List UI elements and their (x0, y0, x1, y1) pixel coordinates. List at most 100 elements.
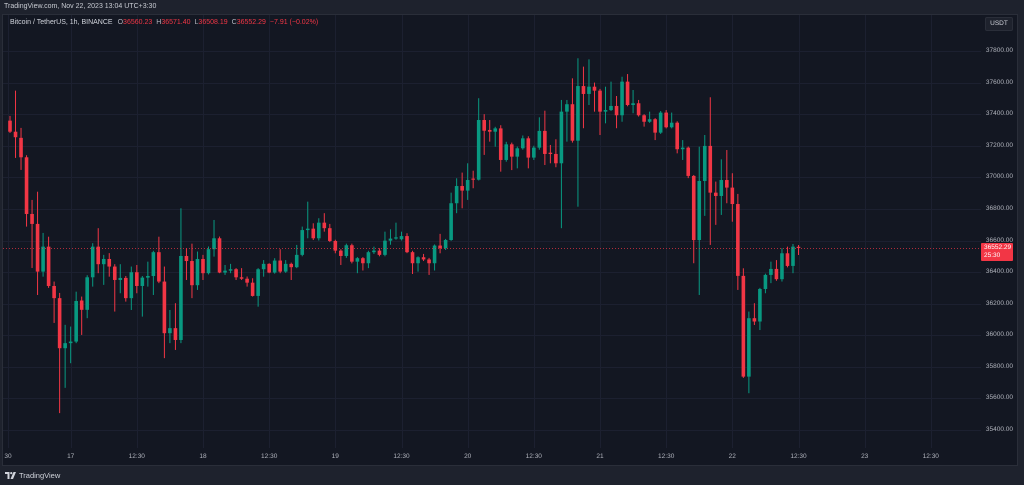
time-scale-label: 12:30 (128, 453, 145, 460)
price-scale-label: 35400.00 (985, 426, 1013, 433)
candle-wick (147, 261, 149, 287)
candle-body (79, 300, 84, 310)
candle-body (554, 153, 558, 164)
time-scale-label: 18 (199, 453, 207, 460)
candle-up (532, 145, 536, 160)
snapshot-header: TradingView.com, Nov 22, 2023 13:04 UTC+… (4, 3, 157, 10)
candle-down (96, 228, 101, 274)
candle-up (388, 229, 393, 245)
candle-wick (566, 99, 568, 142)
candle-body (642, 115, 646, 122)
candle-wick (439, 233, 441, 254)
price-scale[interactable]: 37800.00 37600.00 37400.00 37200.00 37000.00… (981, 14, 1017, 448)
low-value: 36508.19 (198, 19, 228, 26)
candle-body (725, 180, 729, 188)
candle-wick (516, 146, 518, 169)
time-scale-label: 12:30 (261, 453, 278, 460)
candle-up (206, 246, 211, 275)
candle-body (223, 270, 227, 273)
candle-body (74, 300, 78, 342)
candle-down (625, 74, 630, 107)
candle-body (570, 104, 575, 141)
symbol-title[interactable]: Bitcoin / TetherUS, 1h, BINANCE (10, 19, 113, 26)
candle-up (151, 250, 156, 295)
candle-body (565, 104, 569, 112)
candle-body (537, 130, 542, 148)
candle-body (206, 249, 211, 274)
chart-pane[interactable] (2, 14, 1018, 466)
currency-button[interactable]: USDT (985, 17, 1013, 31)
candle-wick (726, 150, 728, 204)
candle-up (476, 98, 481, 181)
candle-body (123, 277, 128, 299)
time-scale-label: 23 (861, 453, 869, 460)
candle-down (713, 181, 718, 225)
candle-body (112, 266, 117, 280)
candle-up (372, 246, 376, 254)
candle-body (85, 277, 89, 310)
candle-down (581, 66, 586, 129)
candle-body (609, 105, 613, 111)
price-scale-label: 37600.00 (985, 78, 1013, 86)
candle-wick (593, 82, 595, 112)
candle-body (377, 250, 382, 255)
time-scale-label: 12:30 (658, 453, 675, 460)
candle-body (344, 245, 349, 256)
candle-down (24, 155, 29, 227)
candle-body (620, 81, 624, 116)
high-value: 36571.40 (161, 19, 191, 26)
candle-body (521, 138, 525, 149)
candle-down (135, 264, 139, 294)
candle-wick (715, 181, 717, 225)
candle-wick (59, 292, 61, 414)
candle-down (311, 223, 316, 241)
tradingview-logo[interactable]: TradingView (5, 471, 60, 480)
candle-body (228, 269, 233, 271)
candle-wick (798, 245, 800, 255)
candle-body (631, 103, 635, 106)
candle-body (118, 277, 123, 280)
time-scale-label: 12:30 (393, 453, 410, 460)
candle-body (63, 343, 67, 349)
candle-down (653, 118, 657, 141)
candle-up (515, 146, 520, 169)
candle-down (250, 278, 255, 297)
candle-up (283, 260, 288, 273)
candle-down (46, 236, 51, 288)
price-scale-label: 37000.00 (985, 173, 1013, 181)
price-scale-label: 37200.00 (985, 141, 1013, 149)
time-scale-label: 30 (4, 453, 12, 460)
candle-down (377, 248, 382, 257)
price-scale-label: 35600.00 (985, 394, 1013, 402)
candle-body (146, 276, 150, 278)
candle-down (736, 193, 740, 290)
price-change: −7.91 (−0.02%) (269, 19, 319, 26)
candle-wick (682, 140, 684, 160)
candle-body (576, 86, 580, 141)
time-scale-label: 19 (331, 453, 339, 460)
low-label: L (194, 19, 199, 26)
candle-wick (185, 248, 187, 280)
plot-area (3, 15, 981, 448)
candle-wick (174, 303, 176, 350)
candle-wick (230, 263, 232, 274)
candle-wick (671, 112, 673, 129)
close-value: 36552.29 (236, 19, 266, 26)
candle-body (752, 318, 757, 322)
candle-body (532, 147, 536, 158)
candle-up (680, 140, 685, 160)
candle-body (394, 237, 398, 239)
candle-down (752, 303, 757, 325)
candle-down (19, 127, 23, 170)
price-scale-label: 36200.00 (985, 299, 1013, 307)
candle-down (796, 245, 801, 255)
time-scale[interactable]: 30 17 12:30 18 12:30 19 12:30 20 12:30 21 12:30 22 1… (2, 448, 981, 465)
candle-body (686, 147, 691, 176)
candle-body (416, 257, 420, 264)
candle-up (454, 178, 459, 214)
candle-down (162, 266, 167, 359)
candle-up (603, 86, 608, 124)
candle-up (758, 287, 762, 331)
candle-body (101, 258, 106, 265)
